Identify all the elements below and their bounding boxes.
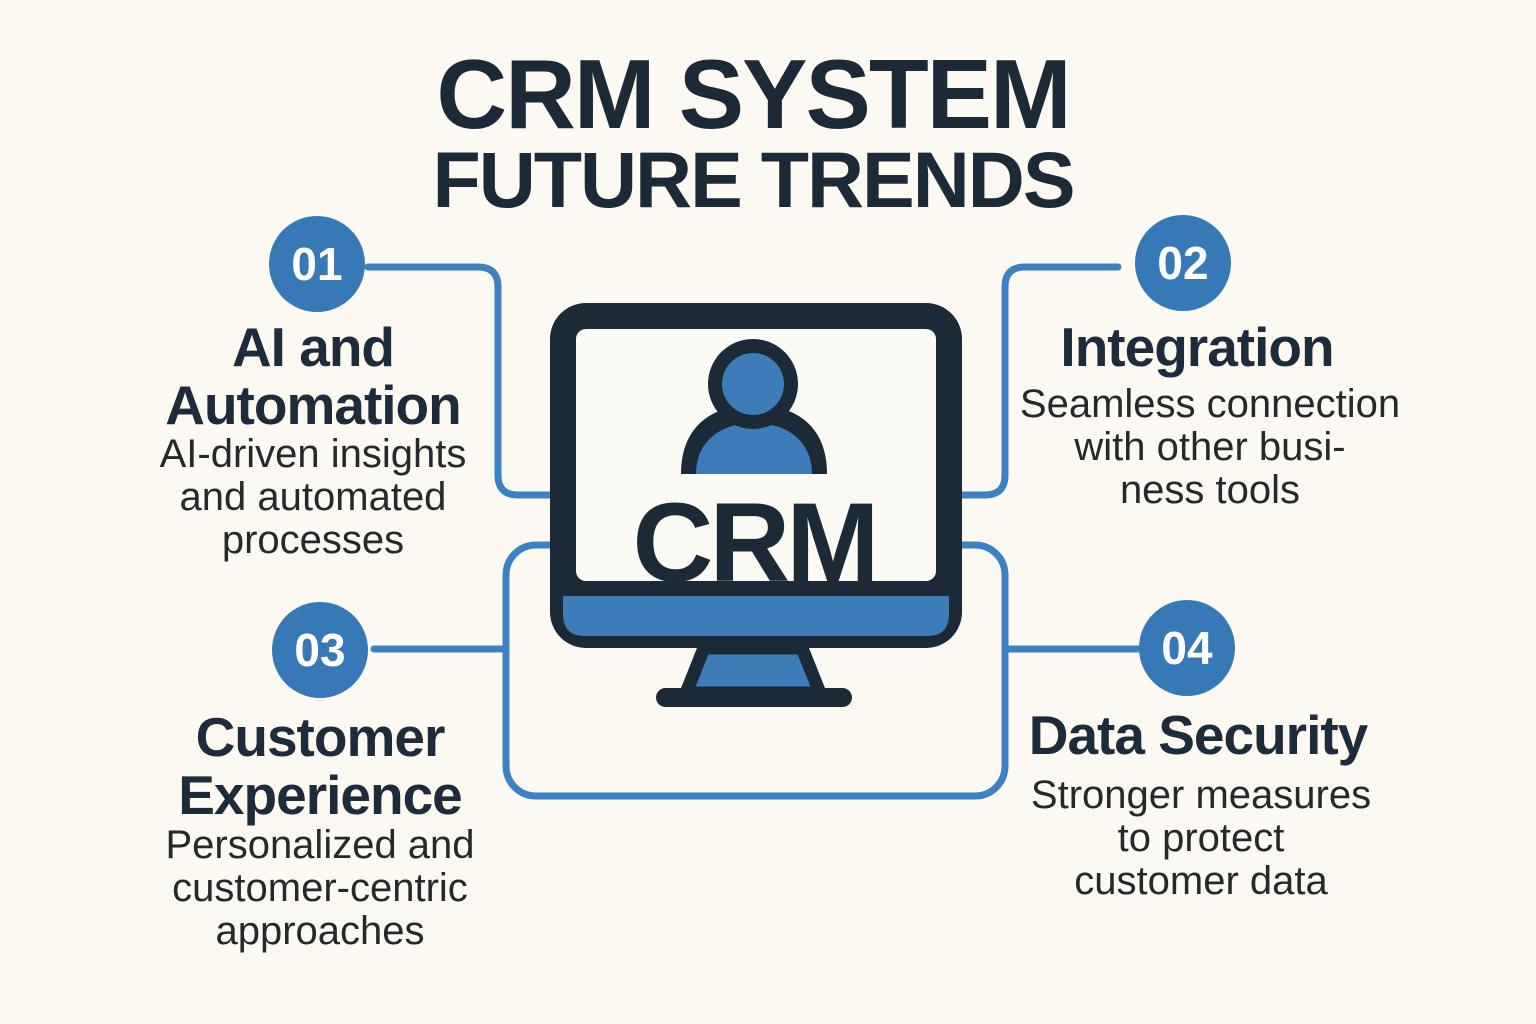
step-circle-04: 04 [1139, 600, 1235, 696]
item-01-desc-line3: processes [221, 518, 405, 562]
connector-02-line [946, 263, 1122, 499]
step-number-03: 03 [294, 624, 346, 676]
item-04-desc-line3: customer data [1074, 859, 1328, 903]
item-01-desc-line1: AI-driven insights [159, 432, 467, 476]
item-02-desc-line1: Seamless connection [1019, 382, 1401, 426]
step-circle-01: 01 [269, 216, 365, 312]
item-02-heading: Integration [1060, 316, 1334, 378]
item-01-heading: AI and Automation [165, 316, 462, 436]
monitor-icon [550, 303, 962, 707]
person-icon [681, 339, 827, 474]
step-number-04: 04 [1161, 622, 1213, 674]
item-02-heading-line1: Integration [1060, 316, 1334, 378]
item-03-heading: Customer Experience [178, 706, 463, 826]
monitor-bottom-bar [563, 596, 949, 636]
item-01-description: AI-driven insights and automated process… [160, 433, 467, 562]
crm-screen-label: CRM [632, 480, 879, 605]
connector-01-line [364, 263, 566, 499]
person-body [696, 423, 812, 474]
step-circle-03: 03 [272, 602, 368, 698]
page-title-line2: FUTURE TRENDS [432, 135, 1075, 224]
item-03-desc-line3: approaches [215, 909, 425, 953]
item-02-desc-line2: with other busi- [1074, 425, 1346, 469]
item-03-heading-line1: Customer [195, 706, 446, 768]
item-03-heading-line2: Experience [178, 764, 463, 826]
page-title-line1: CRM SYSTEM [436, 39, 1071, 149]
step-number-01: 01 [291, 238, 343, 290]
item-01-heading-line2: Automation [165, 374, 462, 436]
item-03-description: Personalized and customer-centric approa… [165, 824, 474, 953]
item-04-description: Stronger measures to protect customer da… [1031, 774, 1371, 903]
monitor-stand [679, 641, 827, 700]
item-02-description: Seamless connection with other busi- nes… [1020, 383, 1400, 512]
item-04-heading-line1: Data Security [1028, 704, 1369, 766]
step-number-02: 02 [1157, 237, 1209, 289]
item-04-desc-line1: Stronger measures [1030, 773, 1372, 817]
person-head [722, 353, 784, 415]
item-03-desc-line1: Personalized and [165, 823, 475, 867]
step-circle-02: 02 [1135, 215, 1231, 311]
item-04-desc-line2: to protect [1117, 816, 1285, 860]
item-02-desc-line3: ness tools [1119, 468, 1301, 512]
monitor-base [656, 688, 852, 707]
item-01-heading-line1: AI and [231, 316, 395, 378]
item-01-desc-line2: and automated [179, 475, 447, 519]
item-03-desc-line2: customer-centric [172, 866, 468, 910]
item-04-heading: Data Security [1028, 704, 1369, 766]
